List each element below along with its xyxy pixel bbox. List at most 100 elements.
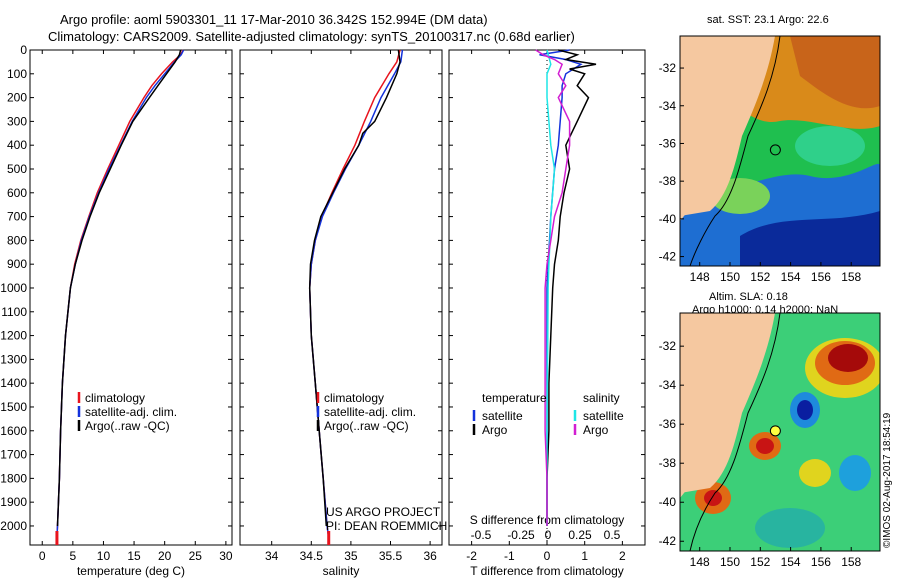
- temperature-xtick-label: 25: [189, 549, 203, 563]
- depth-tick-label: 800: [7, 233, 27, 247]
- figure-title-line1: Argo profile: aoml 5903301_11 17-Mar-201…: [60, 12, 488, 27]
- sla-lat-label: -32: [659, 339, 677, 353]
- sla-patch: [799, 459, 831, 487]
- diff-legend-label: satellite: [482, 409, 523, 423]
- depth-tick-label: 300: [7, 114, 27, 128]
- sst-land: [680, 176, 692, 221]
- sla-land: [680, 453, 692, 498]
- diff-legend-label: satellite: [583, 409, 624, 423]
- salinity-series-argo: [308, 49, 401, 527]
- salinity-xtick-label: 35: [344, 549, 358, 563]
- difference-t-tick-label: 0: [544, 549, 551, 563]
- sla-land: [680, 313, 775, 493]
- temperature-legend-label: Argo(..raw -QC): [85, 419, 170, 433]
- salinity-xtick-label: 34: [265, 549, 279, 563]
- salinity-panel: 34 34.5 35 35.5 36 salinity: [239, 49, 443, 578]
- diff-legend-label: Argo: [482, 423, 508, 437]
- depth-tick-label: 700: [7, 210, 27, 224]
- pi-label: PI: DEAN ROEMMICH: [326, 519, 447, 533]
- sla-high-core: [828, 344, 868, 372]
- depth-tick-label: 900: [7, 257, 27, 271]
- sst-lat-label: -36: [659, 136, 677, 150]
- sst-lon-label: 152: [750, 270, 770, 284]
- sst-lat-label: -32: [659, 61, 677, 75]
- sla-eddy-warm-core: [704, 490, 722, 506]
- salinity-xlabel: salinity: [323, 564, 360, 578]
- difference-s-tick-label: 0.5: [604, 528, 621, 542]
- sla-float-marker: [769, 425, 781, 437]
- temperature-xtick-label: 0: [39, 549, 46, 563]
- sst-cold-region: [740, 211, 880, 266]
- sla-lon-label: 150: [720, 555, 740, 569]
- diff-legend-label: Argo: [583, 423, 609, 437]
- sla-field: [680, 313, 880, 551]
- sla-lat-label: -42: [659, 534, 677, 548]
- temperature-xlabel: temperature (deg C): [77, 564, 185, 578]
- depth-tick-label: 2000: [0, 519, 27, 533]
- depth-tick-label: 1900: [0, 495, 27, 509]
- sla-eddy-cold-core: [797, 400, 813, 420]
- sst-lat-label: -42: [659, 250, 677, 264]
- figure-title-line2: Climatology: CARS2009. Satellite-adjuste…: [48, 29, 575, 44]
- salinity-legend-label: satellite-adj. clim.: [324, 405, 416, 419]
- sla-lon-label: 154: [781, 555, 801, 569]
- temperature-panel: 0 5 10 15 20 25 30 temperature (deg C) 0 100 200 30…: [0, 43, 233, 578]
- depth-tick-label: 100: [7, 67, 27, 81]
- depth-tick-label: 1600: [0, 424, 27, 438]
- sla-lon-label: 156: [811, 555, 831, 569]
- sst-map: 148 150 152 154 156 158 -32 -34 -36 -38 -40 -42: [659, 35, 881, 284]
- salinity-xtick-label: 34.5: [300, 549, 324, 563]
- difference-t-tick-label: 2: [619, 549, 626, 563]
- depth-tick-label: 1700: [0, 448, 27, 462]
- depth-tick-label: 400: [7, 138, 27, 152]
- sst-lon-label: 148: [690, 270, 710, 284]
- sla-map-title-line1: Altim. SLA: 0.18: [709, 291, 788, 303]
- sst-patch: [795, 126, 865, 166]
- difference-s-tick-label: 0: [545, 528, 552, 542]
- sst-map-title: sat. SST: 23.1 Argo: 22.6: [707, 14, 829, 26]
- temperature-legend-label: satellite-adj. clim.: [85, 405, 177, 419]
- sst-lon-label: 156: [811, 270, 831, 284]
- depth-tick-label: 1100: [1, 305, 27, 319]
- depth-tick-label: 1000: [0, 281, 27, 295]
- salinity-legend-label: climatology: [324, 391, 384, 405]
- sst-hot-core: [790, 36, 880, 109]
- depth-tick-label: 1400: [0, 376, 27, 390]
- salinity-xtick-label: 35.5: [379, 549, 403, 563]
- difference-s-tick-label: -0.5: [471, 528, 492, 542]
- sla-lat-label: -34: [659, 378, 677, 392]
- depth-tick-label: 600: [7, 186, 27, 200]
- sla-lat-label: -40: [659, 495, 677, 509]
- sst-land: [680, 36, 775, 216]
- sla-lat-label: -38: [659, 456, 677, 470]
- sla-eddy-warm-core: [756, 438, 774, 454]
- sla-frame: [679, 312, 881, 552]
- sst-lon-label: 150: [720, 270, 740, 284]
- salinity-axes-frame: [239, 49, 443, 546]
- sla-lat-label: -36: [659, 417, 677, 431]
- difference-t-tick-label: -2: [466, 549, 477, 563]
- temperature-xtick-label: 30: [219, 549, 233, 563]
- sst-float-marker: [769, 144, 781, 156]
- diff-legend-heading-salinity: salinity: [583, 391, 620, 405]
- depth-tick-label: 200: [7, 91, 27, 105]
- sst-lon-label: 154: [781, 270, 801, 284]
- sla-lon-label: 148: [690, 555, 710, 569]
- sla-lon-label: 158: [841, 555, 861, 569]
- sla-patch: [755, 508, 825, 548]
- sst-lat-label: -38: [659, 174, 677, 188]
- sst-frame: [679, 35, 881, 267]
- temperature-legend-label: climatology: [85, 391, 145, 405]
- difference-xlabel: T difference from climatology: [470, 564, 624, 578]
- salinity-legend-label: Argo(..raw -QC): [324, 419, 409, 433]
- difference-t-tick-label: 1: [581, 549, 588, 563]
- temperature-series-argo: [56, 49, 182, 527]
- sla-lon-label: 152: [750, 555, 770, 569]
- sla-depth-contour: [689, 313, 781, 551]
- difference-s-tick-label: -0.25: [507, 528, 535, 542]
- temperature-xtick-label: 10: [97, 549, 111, 563]
- depth-tick-label: 0: [20, 43, 27, 57]
- depth-tick-label: 1300: [0, 352, 27, 366]
